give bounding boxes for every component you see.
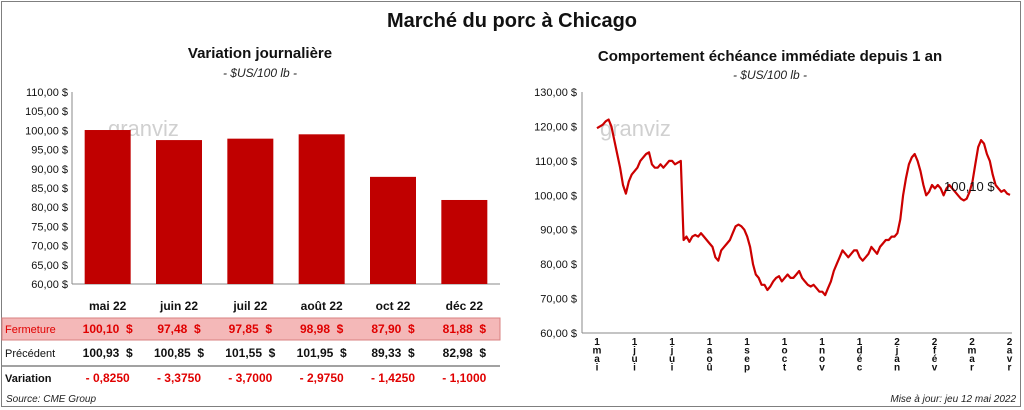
table-cell: 97,48 $ [157, 322, 201, 336]
category-label: oct 22 [376, 299, 411, 313]
page-title: Marché du porc à Chicago [386, 10, 638, 32]
y-tick-label: 80,00 $ [540, 259, 577, 271]
y-tick-label: 90,00 $ [31, 164, 68, 176]
bar-2 [227, 138, 274, 284]
table-cell: 89,33 $ [371, 346, 415, 360]
category-label: juin 22 [159, 299, 198, 313]
table-row-label: Fermeture [5, 324, 56, 336]
y-tick-label: 70,00 $ [540, 294, 577, 306]
update-note: Mise à jour: jeu 12 mai 2022 [890, 394, 1016, 405]
table-cell: 100,10 $ [83, 322, 133, 336]
y-tick-label: 110,00 $ [26, 87, 68, 99]
bar-1 [156, 140, 202, 284]
table-cell: 82,98 $ [443, 346, 487, 360]
bar-5 [441, 199, 488, 284]
y-tick-label: 65,00 $ [31, 260, 68, 272]
y-tick-label: 100,00 $ [25, 125, 68, 137]
y-tick-label: 95,00 $ [31, 145, 68, 157]
table-cell: 101,95 $ [297, 346, 347, 360]
table-cell: - 3,7000 [228, 371, 272, 385]
table-row-label: Précédent [5, 348, 55, 360]
table-cell: 81,88 $ [443, 322, 487, 336]
y-tick-label: 70,00 $ [31, 241, 68, 253]
table-cell: 101,55 $ [225, 346, 275, 360]
line-chart-unit: - $US/100 lb - [732, 68, 808, 82]
category-label: mai 22 [89, 299, 127, 313]
bar-4 [370, 176, 416, 284]
y-tick-label: 75,00 $ [31, 221, 68, 233]
y-tick-label: 85,00 $ [31, 183, 68, 195]
y-tick-label: 80,00 $ [31, 202, 68, 214]
y-tick-label: 105,00 $ [25, 106, 68, 118]
y-tick-label: 120,00 $ [534, 121, 577, 133]
category-label: déc 22 [446, 299, 484, 313]
fermeture-row-bg [1, 317, 501, 341]
line-chart-title: Comportement échéance immédiate depuis 1… [597, 48, 943, 65]
bar-chart-title: Variation journalière [187, 45, 333, 62]
watermark: granviz [600, 116, 671, 141]
y-tick-label: 60,00 $ [540, 328, 577, 340]
category-label: août 22 [301, 299, 343, 313]
table-cell: 87,90 $ [371, 322, 415, 336]
table-cell: - 1,1000 [442, 371, 486, 385]
table-cell: 97,85 $ [229, 322, 273, 336]
table-cell: 98,98 $ [300, 322, 344, 336]
table-cell: - 1,4250 [371, 371, 415, 385]
table-cell: 100,85 $ [154, 346, 204, 360]
bar-chart-unit: - $US/100 lb - [222, 66, 298, 80]
y-tick-label: 60,00 $ [31, 279, 68, 291]
bar-0 [84, 130, 131, 284]
table-cell: - 3,3750 [157, 371, 201, 385]
bar-3 [298, 134, 345, 284]
table-cell: - 0,8250 [86, 371, 130, 385]
table-cell: - 2,9750 [300, 371, 344, 385]
y-tick-label: 90,00 $ [540, 225, 577, 237]
table-cell: 100,93 $ [83, 346, 133, 360]
y-tick-label: 130,00 $ [534, 87, 577, 99]
y-tick-label: 100,00 $ [534, 190, 577, 202]
table-row-label: Variation [5, 373, 52, 385]
category-label: juil 22 [232, 299, 267, 313]
source-note: Source: CME Group [6, 394, 97, 405]
y-tick-label: 110,00 $ [535, 156, 577, 168]
last-value-label: 100,10 $ [944, 179, 995, 194]
series-line [596, 118, 1011, 297]
